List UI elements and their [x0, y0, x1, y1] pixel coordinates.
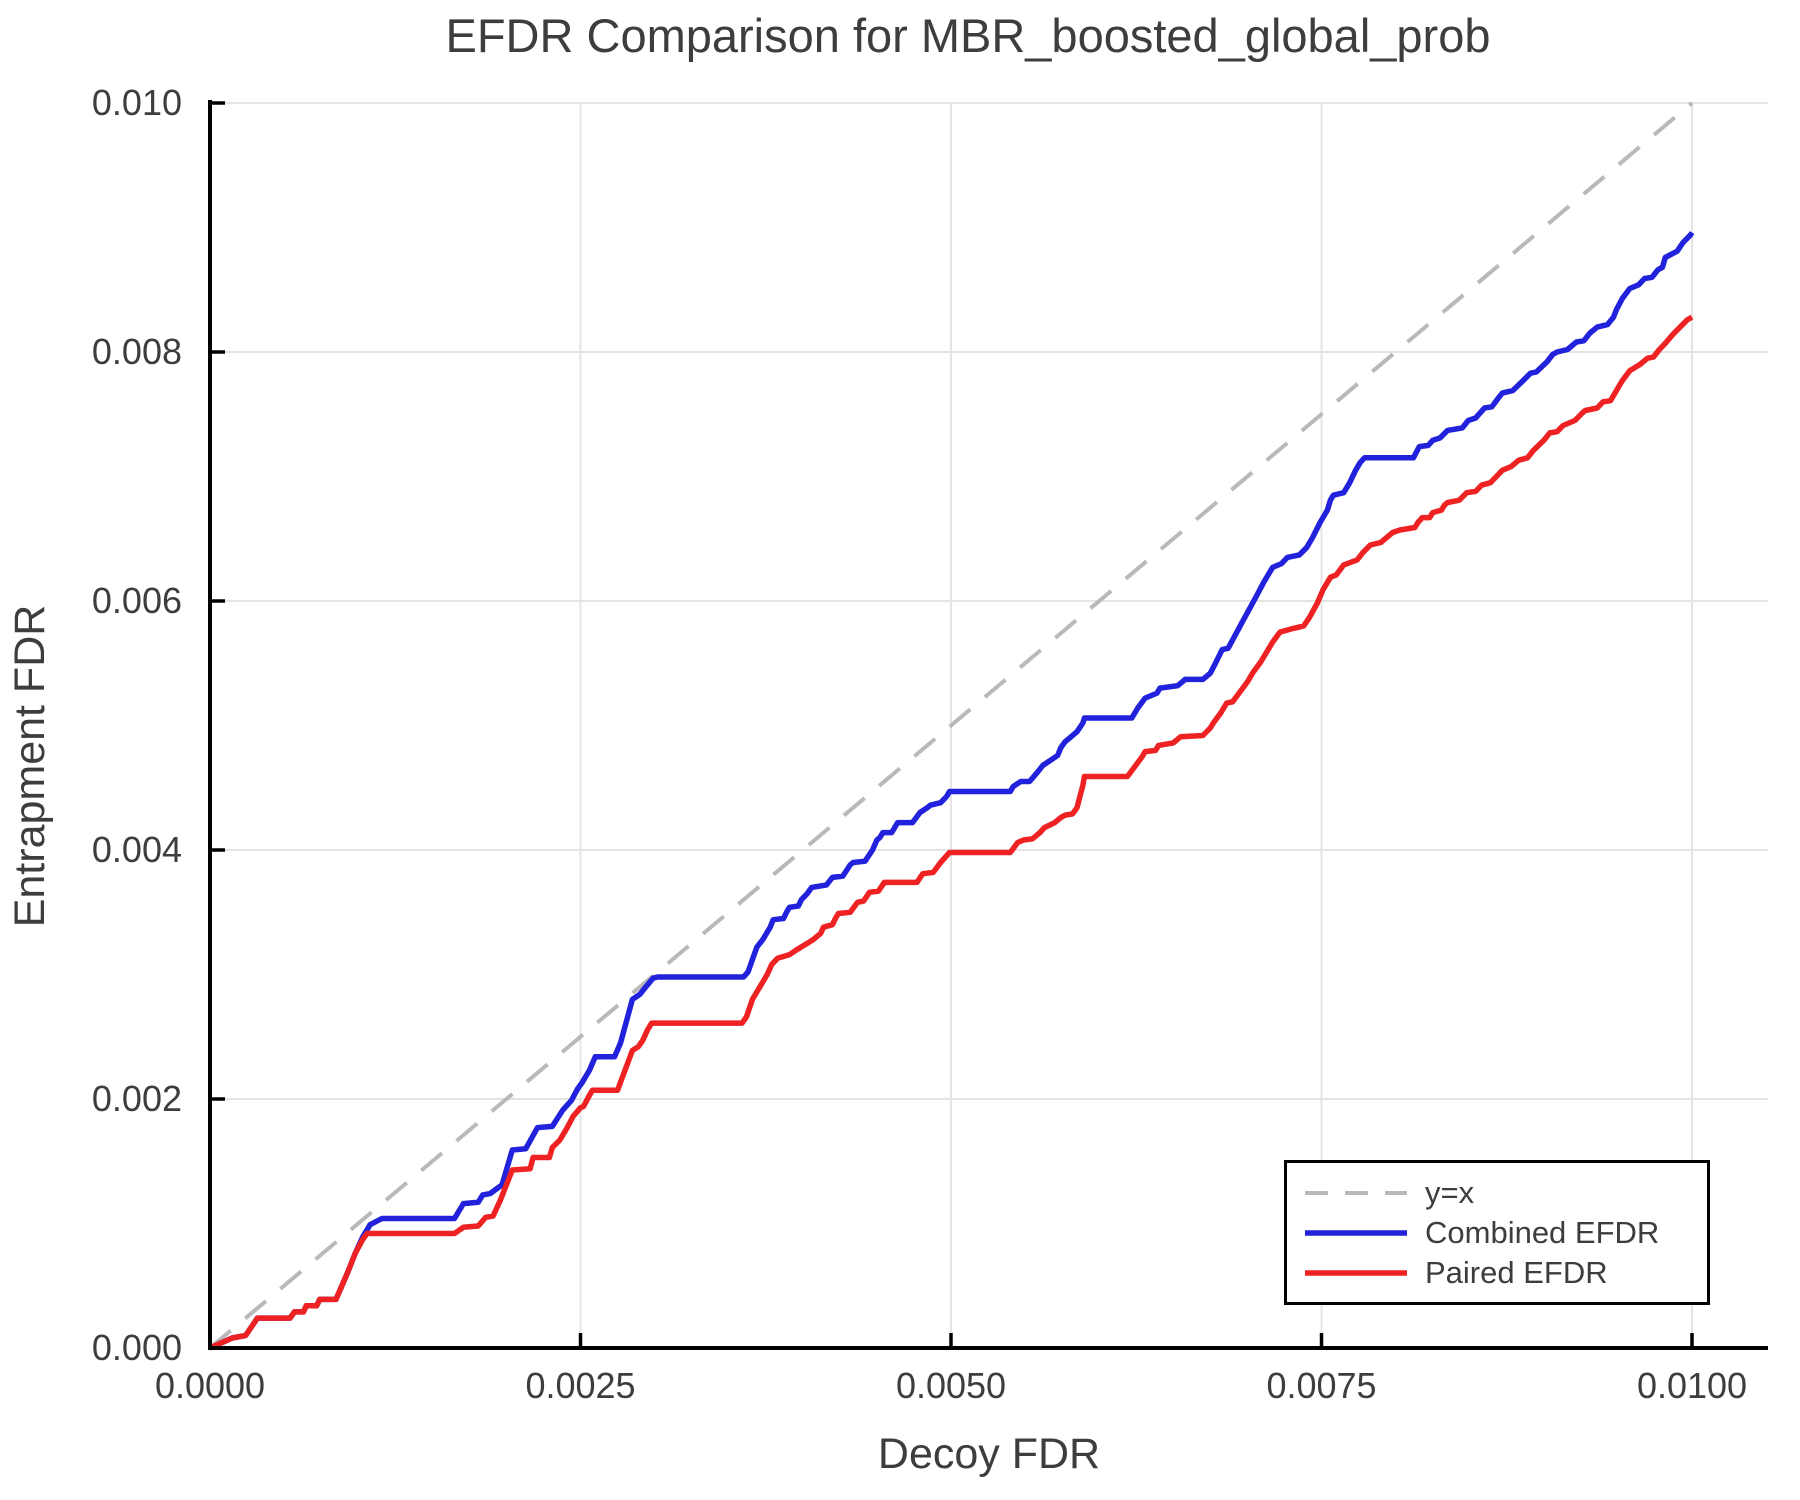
- x-tick-label: 0.0025: [525, 1365, 635, 1406]
- x-tick-label: 0.0100: [1637, 1365, 1747, 1406]
- x-tick-label: 0.0000: [155, 1365, 265, 1406]
- series-lines: [208, 101, 1695, 1351]
- y-tick-label: 0.008: [92, 331, 182, 372]
- x-tick-label: 0.0075: [1266, 1365, 1376, 1406]
- y-tick-label: 0.000: [92, 1327, 182, 1368]
- legend-label: y=x: [1425, 1175, 1475, 1210]
- legend-entry: Combined EFDR: [1303, 1214, 1707, 1251]
- legend-line-sample: [1303, 1254, 1409, 1291]
- y-axis-label: Entrapment FDR: [6, 605, 54, 928]
- series-line-paired-efdr: [208, 314, 1694, 1351]
- legend-label: Paired EFDR: [1425, 1255, 1608, 1290]
- y-tick-label: 0.006: [92, 580, 182, 621]
- legend-entry: y=x: [1303, 1174, 1707, 1211]
- legend-line-sample: [1303, 1174, 1409, 1211]
- x-tick-label: 0.0050: [896, 1365, 1006, 1406]
- chart-title: EFDR Comparison for MBR_boosted_global_p…: [446, 9, 1491, 62]
- legend-entry: Paired EFDR: [1303, 1254, 1707, 1291]
- y-tick-label: 0.002: [92, 1078, 182, 1119]
- series-line-combined-efdr: [208, 231, 1695, 1351]
- axes-spines: [208, 100, 1768, 1350]
- tick-labels: 0.0000 0.0025 0.0050 0.0075 0.0100 0.000 0.002…: [92, 82, 1747, 1406]
- legend-line-sample: [1303, 1214, 1409, 1251]
- x-axis-label: Decoy FDR: [878, 1430, 1100, 1478]
- legend-label: Combined EFDR: [1425, 1215, 1660, 1250]
- legend: y=x Combined EFDR Paired EFDR: [1284, 1160, 1710, 1305]
- y-tick-label: 0.010: [92, 82, 182, 123]
- series-line-y-x: [208, 101, 1694, 1350]
- y-tick-label: 0.004: [92, 829, 182, 870]
